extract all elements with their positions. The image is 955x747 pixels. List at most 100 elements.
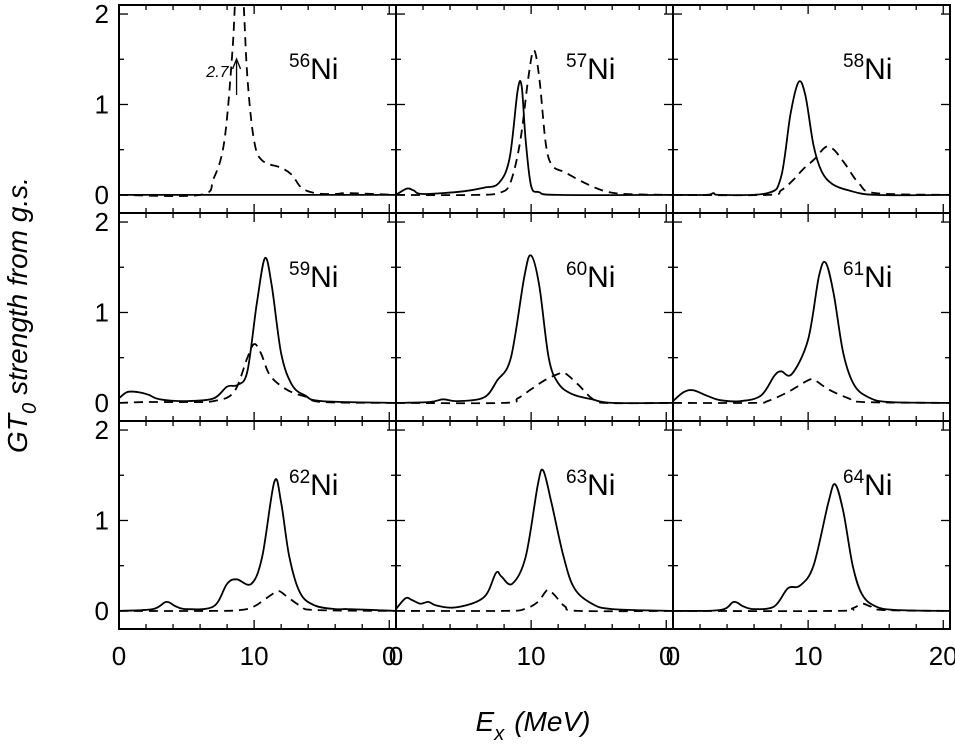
panel-frame (395, 420, 674, 630)
panel-frame (672, 420, 951, 630)
nucleus-label: 61Ni (843, 259, 892, 294)
x-tick-label: 10 (794, 641, 823, 671)
y-tick-label: 0 (95, 388, 109, 418)
dashed-series-line (673, 378, 950, 404)
panel-ticks (118, 421, 396, 629)
x-tick-label: 0 (112, 641, 126, 671)
nucleus-element: Ni (587, 469, 615, 502)
y-tick-label: 1 (95, 505, 109, 535)
y-tick-label: 2 (95, 415, 109, 445)
x-axis-title-sub: x (493, 723, 505, 745)
nucleus-element: Ni (864, 469, 892, 502)
panel-ni-57: 57Ni (395, 4, 674, 214)
nucleus-mass: 61 (843, 259, 864, 280)
dashed-series-line (396, 588, 673, 613)
panel-frame (672, 4, 951, 214)
x-tick-label: 0 (666, 641, 680, 671)
dashed-series-line (673, 602, 950, 613)
axis-labels: Ex (MeV) GT0strength from g.s. (2, 177, 590, 745)
panel-ni-64: 64Ni 0 10 20 (666, 420, 955, 671)
nucleus-element: Ni (864, 53, 892, 86)
y-tick-label: 0 (95, 596, 109, 626)
panel-ni-58: 58Ni (672, 4, 951, 214)
panel-ticks (672, 213, 950, 421)
nucleus-label: 58Ni (843, 51, 892, 86)
solid-series-line (673, 483, 950, 612)
nucleus-label: 57Ni (566, 51, 615, 86)
dashed-series-line (396, 371, 673, 405)
nucleus-mass: 62 (289, 467, 310, 488)
y-tick-label: 1 (95, 89, 109, 119)
nucleus-element: Ni (587, 261, 615, 294)
solid-series-line (396, 468, 673, 612)
panel-ticks (672, 5, 950, 213)
y-tick-label: 2 (95, 0, 109, 29)
nucleus-label: 63Ni (566, 467, 615, 502)
x-axis-title: Ex (MeV) (476, 706, 591, 745)
nucleus-element: Ni (310, 261, 338, 294)
panel-ticks (672, 421, 950, 629)
panel-ticks (395, 5, 673, 213)
nucleus-label: 60Ni (566, 259, 615, 294)
y-axis-title-rest: strength from g.s. (2, 177, 33, 395)
y-tick-label: 2 (95, 207, 109, 237)
panel-frame (118, 212, 397, 422)
nucleus-label: 59Ni (289, 259, 338, 294)
solid-series-line (119, 478, 396, 612)
nucleus-element: Ni (864, 261, 892, 294)
x-tick-label: 10 (240, 641, 269, 671)
x-axis-title-main: E (476, 706, 495, 737)
nucleus-label: 62Ni (289, 467, 338, 502)
solid-series-line (673, 80, 950, 197)
dashed-series-line (119, 5, 396, 197)
nucleus-label: 56Ni (289, 51, 338, 86)
solid-series-line (396, 80, 673, 197)
panel-ni-60: 60Ni (395, 212, 674, 422)
dashed-series-line (396, 49, 673, 197)
dashed-series-line (119, 343, 396, 404)
y-tick-label: 0 (95, 180, 109, 210)
panel-ni-56: 56Ni 2.7 0 1 2 (95, 0, 397, 214)
panel-ticks (395, 213, 673, 421)
panel-frame (395, 212, 674, 422)
panel-frame (395, 4, 674, 214)
panel-ticks (118, 213, 396, 421)
solid-series-line (673, 260, 950, 404)
y-axis-title: GT0 strength from g.s. (2, 177, 41, 453)
y-axis-title-main: GT (2, 412, 33, 453)
nucleus-element: Ni (587, 53, 615, 86)
x-tick-label: 0 (389, 641, 403, 671)
panel-ticks (395, 421, 673, 629)
nucleus-label: 64Ni (843, 467, 892, 502)
panel-frame (118, 420, 397, 630)
x-tick-label: 20 (929, 641, 955, 671)
peak-arrow-icon (231, 57, 242, 70)
x-tick-label: 0 (382, 641, 396, 671)
nucleus-mass: 59 (289, 259, 310, 280)
panel-ni-63: 63Ni 0 10 0 (389, 420, 674, 671)
solid-series-line (396, 254, 673, 405)
dashed-series-line (673, 145, 950, 197)
x-tick-label: 10 (517, 641, 546, 671)
nucleus-mass: 57 (566, 51, 587, 72)
x-axis-title-unit: (MeV) (514, 706, 590, 737)
peak-value-annotation: 2.7 (205, 64, 229, 81)
nucleus-mass: 63 (566, 467, 587, 488)
panel-ni-59: 59Ni 0 1 2 (95, 207, 397, 422)
nucleus-mass: 58 (843, 51, 864, 72)
y-axis-title-sub: 0 (19, 403, 41, 414)
y-tick-label: 1 (95, 297, 109, 327)
panel-frame (672, 212, 951, 422)
nucleus-element: Ni (310, 469, 338, 502)
nucleus-mass: 56 (289, 51, 310, 72)
panel-ni-61: 61Ni (672, 212, 951, 422)
x-tick-label: 0 (659, 641, 673, 671)
nucleus-element: Ni (310, 53, 338, 86)
dashed-series-line (119, 590, 396, 612)
panel-ticks (118, 5, 396, 213)
nucleus-mass: 60 (566, 259, 587, 280)
nucleus-mass: 64 (843, 467, 865, 488)
